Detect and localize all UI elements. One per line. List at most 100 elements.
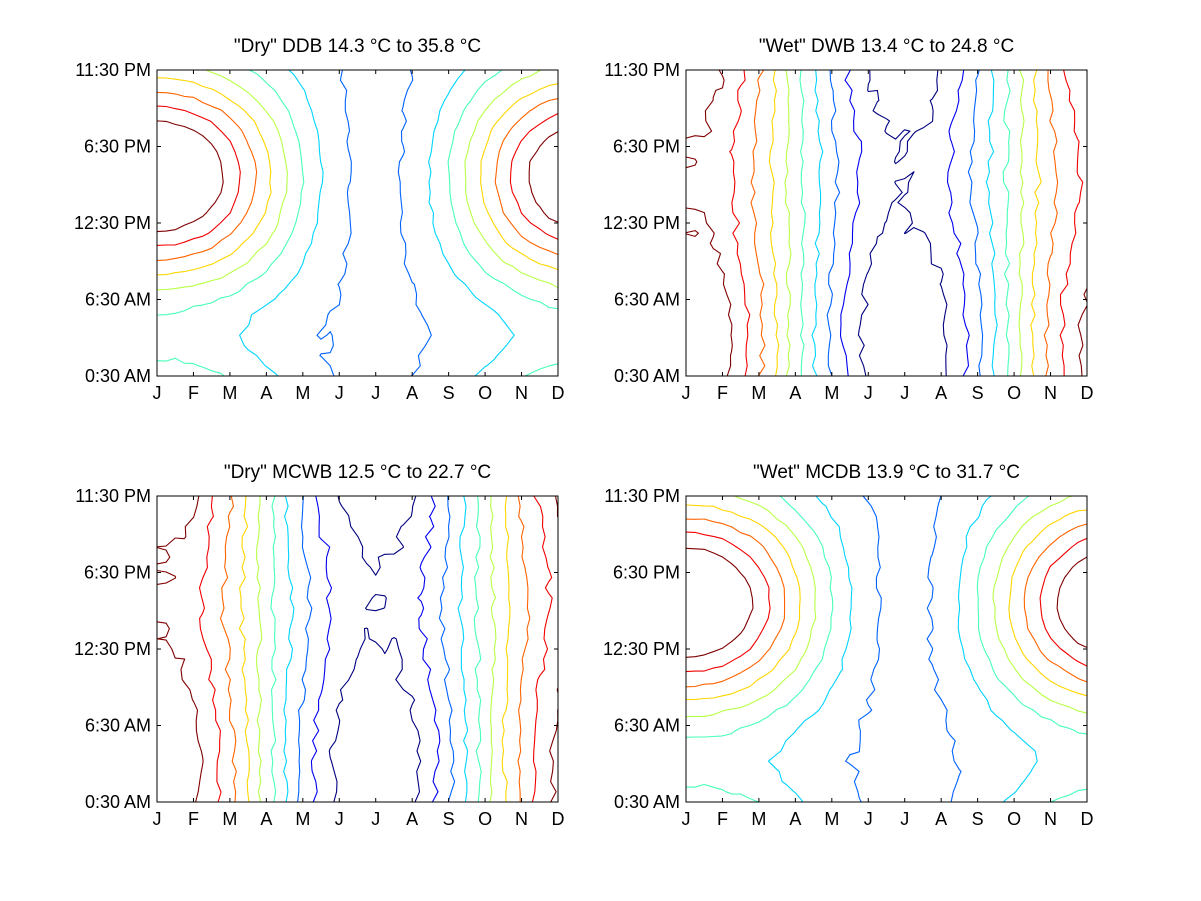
x-tick-label: M	[222, 809, 237, 829]
y-tick-label: 12:30 PM	[603, 639, 680, 659]
x-tick-label: N	[1044, 383, 1057, 403]
x-tick-label: M	[824, 809, 839, 829]
panel-dry-ddb: "Dry" DDB 14.3 °C to 35.8 °C J F M A M J J A S O N…	[74, 36, 565, 403]
y-tick-label: 6:30 AM	[614, 716, 680, 736]
y-tick-label: 6:30 PM	[84, 563, 151, 583]
y-tick-label: 6:30 AM	[85, 290, 151, 310]
contour-level-5	[799, 69, 1011, 377]
x-tick-label: A	[260, 383, 272, 403]
x-tick-label: J	[371, 383, 380, 403]
y-tick-label: 0:30 AM	[614, 792, 680, 812]
panel-wet-dwb: "Wet" DWB 13.4 °C to 24.8 °C J F M A M J J A S O N…	[603, 36, 1094, 403]
x-tick-label: M	[295, 809, 310, 829]
y-tick-label: 11:30 PM	[75, 486, 151, 506]
contour-level-3	[316, 69, 432, 377]
contour-level-9	[156, 105, 559, 246]
contour-lines	[156, 69, 559, 377]
contour-level-6	[685, 495, 1088, 718]
x-tick-label: N	[515, 383, 528, 403]
x-tick-label: S	[443, 809, 455, 829]
contour-level-2	[839, 69, 970, 377]
x-tick-label: F	[188, 809, 199, 829]
contour-level-8	[219, 495, 531, 803]
contour-level-10	[685, 547, 1088, 658]
x-tick-label: A	[406, 809, 418, 829]
x-tick-label: J	[900, 383, 909, 403]
contour-lines	[156, 495, 559, 803]
x-tick-label: J	[864, 383, 873, 403]
x-tick-label: M	[824, 383, 839, 403]
x-tick-label: J	[864, 809, 873, 829]
axes-frame	[156, 495, 559, 803]
y-tick-label: 12:30 PM	[603, 213, 680, 233]
contour-level-7	[768, 69, 1042, 377]
x-tick-label: S	[972, 383, 984, 403]
contour-level-5	[270, 495, 482, 803]
x-tick-label: J	[682, 383, 691, 403]
contour-level-8	[750, 69, 1059, 377]
x-tick-label: A	[406, 383, 418, 403]
x-tick-label: M	[751, 809, 766, 829]
x-tick-label: J	[682, 809, 691, 829]
contour-level-4	[811, 69, 998, 377]
y-tick-label: 6:30 AM	[614, 290, 680, 310]
y-tick-label: 6:30 PM	[613, 137, 680, 157]
x-tick-label: F	[717, 383, 728, 403]
contour-level-1	[857, 69, 948, 377]
y-tick-label: 6:30 PM	[84, 137, 151, 157]
contour-level-9	[198, 495, 553, 803]
x-tick-label: M	[222, 383, 237, 403]
x-tick-label: S	[443, 383, 455, 403]
x-tick-label: O	[478, 809, 492, 829]
y-tick-label: 12:30 PM	[74, 639, 151, 659]
x-tick-label: O	[1007, 809, 1021, 829]
y-tick-label: 0:30 AM	[85, 792, 151, 812]
contour-level-7	[238, 495, 511, 803]
panel-title: "Wet" MCDB 13.9 °C to 31.7 °C	[753, 462, 1020, 483]
x-tick-label: J	[153, 809, 162, 829]
contour-lines	[685, 495, 1088, 803]
axes-frame	[156, 69, 559, 377]
x-tick-label: A	[789, 809, 801, 829]
axes-frame	[685, 495, 1088, 803]
x-tick-label: N	[515, 809, 528, 829]
y-tick-label: 11:30 PM	[75, 60, 151, 80]
contour-level-5	[685, 495, 1088, 803]
x-tick-label: A	[935, 809, 947, 829]
x-tick-label: J	[371, 809, 380, 829]
contour-level-6	[255, 495, 497, 803]
x-tick-label: O	[1007, 383, 1021, 403]
contour-lines	[685, 69, 1088, 377]
x-tick-label: J	[335, 383, 344, 403]
panel-dry-mcwb: "Dry" MCWB 12.5 °C to 22.7 °C J F M A M J J A S O…	[74, 462, 565, 829]
y-tick-label: 12:30 PM	[74, 213, 151, 233]
contour-level-5	[156, 69, 559, 377]
contour-level-1	[328, 495, 422, 803]
contour-level-4	[283, 495, 469, 803]
x-tick-label: A	[260, 809, 272, 829]
panel-title: "Dry" DDB 14.3 °C to 35.8 °C	[234, 36, 481, 57]
x-tick-label: O	[478, 383, 492, 403]
x-tick-label: J	[153, 383, 162, 403]
y-tick-label: 6:30 AM	[85, 716, 151, 736]
x-tick-label: D	[1081, 809, 1094, 829]
x-tick-label: D	[1081, 383, 1094, 403]
y-tick-label: 0:30 AM	[614, 366, 680, 386]
contour-level-7	[156, 77, 559, 276]
x-tick-label: A	[789, 383, 801, 403]
contour-level-10	[156, 120, 559, 233]
x-tick-label: M	[751, 383, 766, 403]
contour-level-9	[685, 531, 1088, 673]
panel-wet-mcdb: "Wet" MCDB 13.9 °C to 31.7 °C J F M A M J J A S O…	[603, 462, 1094, 829]
contour-level-2	[310, 495, 441, 803]
y-tick-label: 0:30 AM	[85, 366, 151, 386]
x-tick-label: F	[717, 809, 728, 829]
contour-level-9	[729, 69, 1084, 377]
contour-level-3	[845, 495, 962, 803]
panel-title: "Wet" DWB 13.4 °C to 24.8 °C	[759, 36, 1014, 57]
x-tick-label: D	[552, 383, 565, 403]
panel-title: "Dry" MCWB 12.5 °C to 22.7 °C	[224, 462, 491, 483]
x-tick-label: S	[972, 809, 984, 829]
x-tick-label: F	[188, 383, 199, 403]
